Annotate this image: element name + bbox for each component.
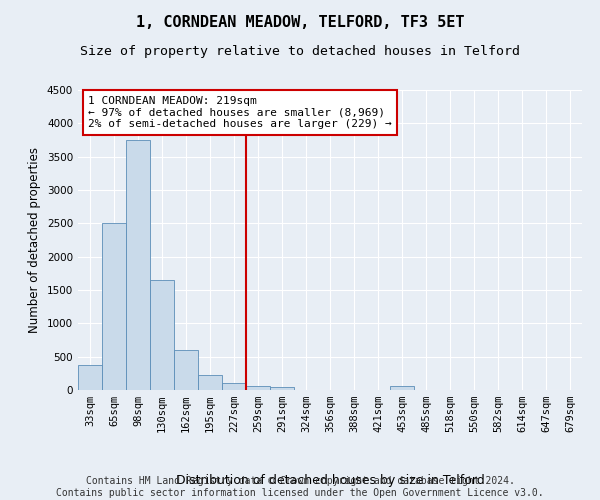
Bar <box>222 382 246 390</box>
X-axis label: Distribution of detached houses by size in Telford: Distribution of detached houses by size … <box>176 474 484 487</box>
Bar <box>150 280 174 390</box>
Y-axis label: Number of detached properties: Number of detached properties <box>28 147 41 333</box>
Bar <box>270 387 294 390</box>
Text: 1, CORNDEAN MEADOW, TELFORD, TF3 5ET: 1, CORNDEAN MEADOW, TELFORD, TF3 5ET <box>136 15 464 30</box>
Bar <box>174 350 198 390</box>
Text: Size of property relative to detached houses in Telford: Size of property relative to detached ho… <box>80 45 520 58</box>
Bar <box>102 224 126 390</box>
Bar <box>390 386 414 390</box>
Bar <box>246 386 270 390</box>
Bar <box>198 374 222 390</box>
Text: 1 CORNDEAN MEADOW: 219sqm
← 97% of detached houses are smaller (8,969)
2% of sem: 1 CORNDEAN MEADOW: 219sqm ← 97% of detac… <box>88 96 392 129</box>
Bar <box>78 366 102 390</box>
Text: Contains HM Land Registry data © Crown copyright and database right 2024.
Contai: Contains HM Land Registry data © Crown c… <box>56 476 544 498</box>
Bar <box>126 140 150 390</box>
